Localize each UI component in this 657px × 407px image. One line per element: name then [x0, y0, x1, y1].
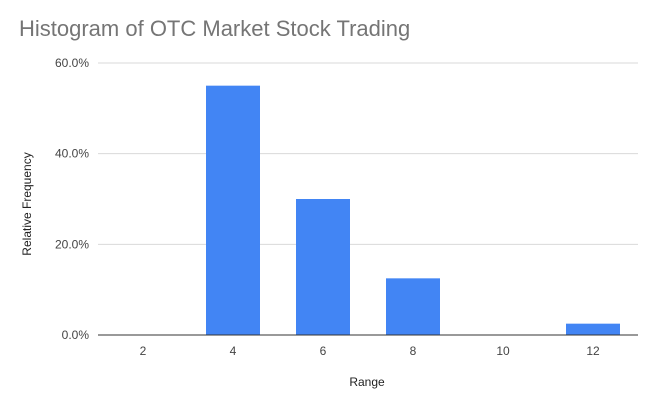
x-tick-label: 12: [586, 344, 600, 358]
y-tick-label: 60.0%: [55, 56, 89, 70]
gridlines: [98, 62, 638, 245]
x-tick-label: 4: [230, 344, 237, 358]
y-tick-label: 20.0%: [55, 237, 89, 251]
x-tick-labels: 2 4 6 8 10 12: [140, 344, 600, 358]
x-tick-label: 8: [410, 344, 417, 358]
bar-12: [566, 323, 620, 335]
bar-6: [296, 199, 350, 335]
bar-4: [206, 85, 260, 336]
y-tick-label: 0.0%: [62, 328, 90, 342]
bars: [206, 85, 620, 336]
x-tick-label: 10: [496, 344, 510, 358]
bar-8: [386, 278, 440, 335]
x-axis-title: Range: [349, 375, 385, 389]
y-axis-title: Relative Frequency: [20, 152, 34, 255]
chart-title: Histogram of OTC Market Stock Trading: [19, 16, 411, 41]
y-tick-label: 40.0%: [55, 147, 89, 161]
x-tick-label: 6: [320, 344, 327, 358]
x-tick-label: 2: [140, 344, 147, 358]
y-tick-labels: 0.0% 20.0% 40.0% 60.0%: [55, 56, 89, 342]
